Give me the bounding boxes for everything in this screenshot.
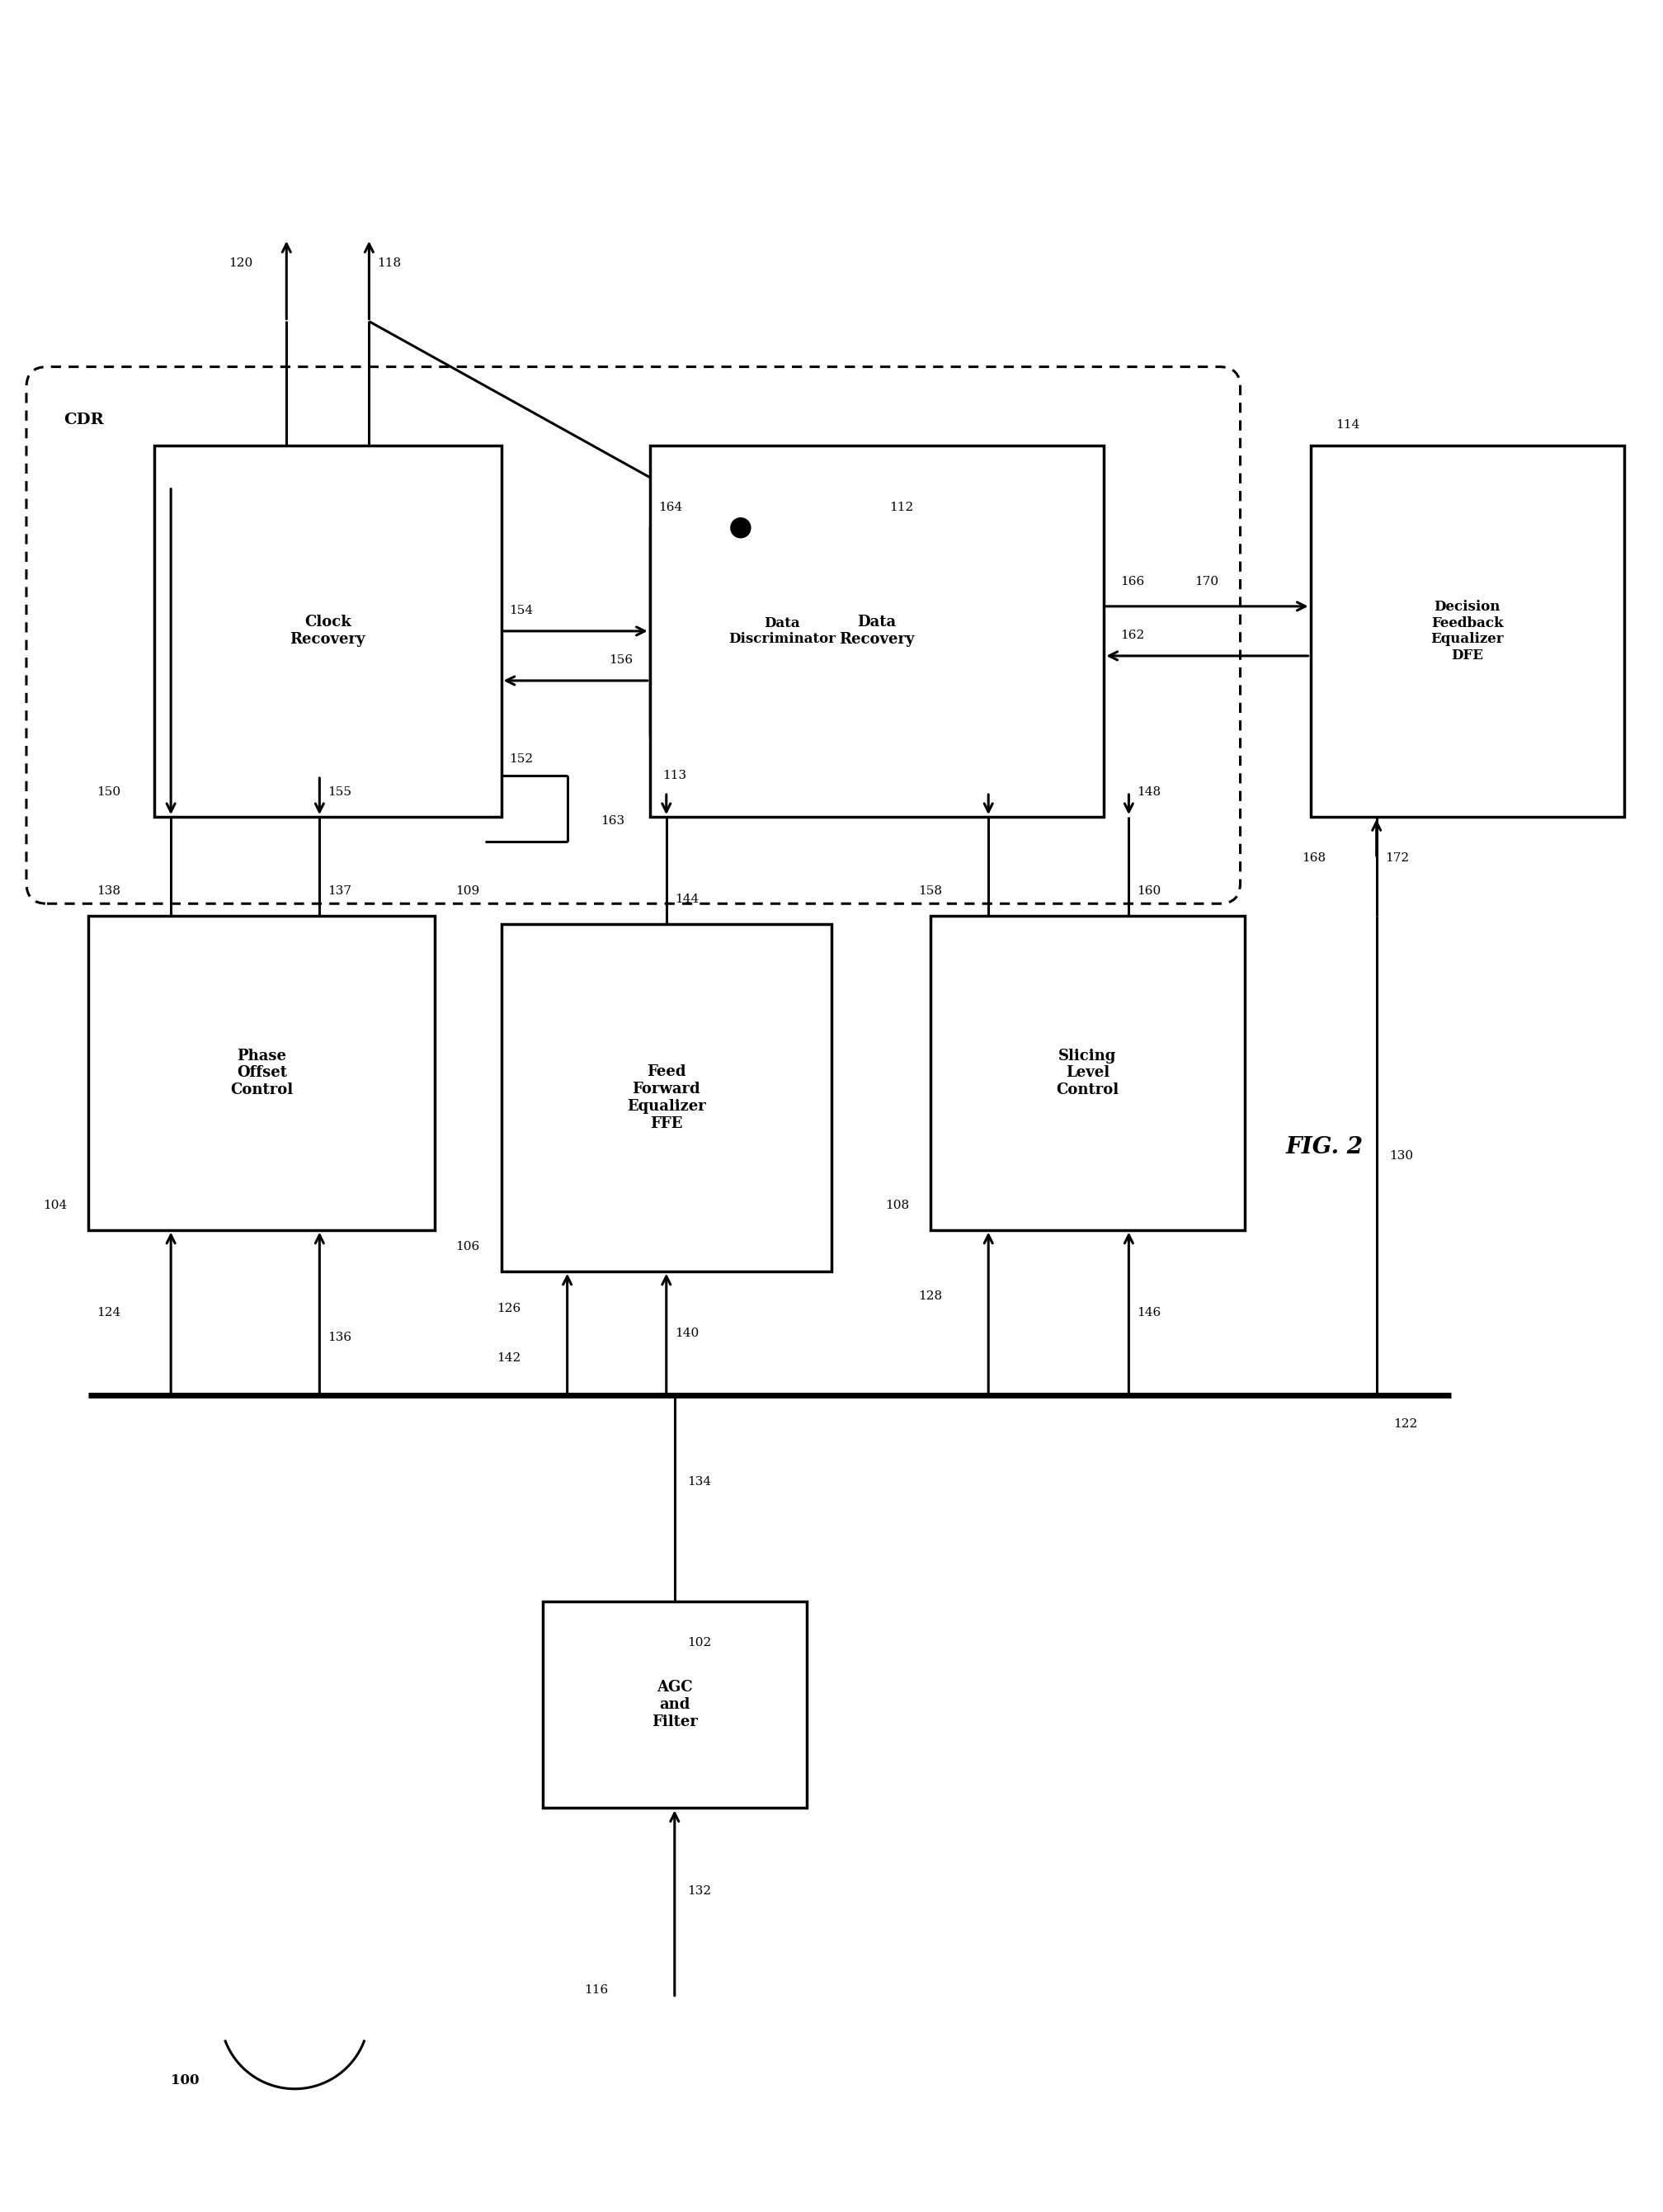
Bar [1310,445,1625,816]
Text: 156: 156 [609,655,634,666]
Text: 155: 155 [328,787,351,799]
Text: 146: 146 [1137,1307,1161,1318]
Text: 164: 164 [659,502,682,513]
Bar [155,445,501,816]
Text: 168: 168 [1302,852,1325,865]
Text: 172: 172 [1385,852,1409,865]
Text: Data
Discriminator: Data Discriminator [728,615,835,646]
Text: 160: 160 [1137,885,1161,898]
Text: Feed
Forward
Equalizer
FFE: Feed Forward Equalizer FFE [627,1064,705,1130]
Text: 166: 166 [1121,575,1144,588]
Text: 106: 106 [456,1241,481,1252]
Text: 137: 137 [328,885,351,898]
Text: 128: 128 [918,1290,943,1301]
Text: Decision
Feedback
Equalizer
DFE: Decision Feedback Equalizer DFE [1430,599,1503,661]
Text: 116: 116 [584,1984,609,1995]
Text: 163: 163 [600,816,624,827]
Text: AGC
and
Filter: AGC and Filter [652,1681,698,1730]
Text: 150: 150 [96,787,121,799]
Bar [88,916,436,1230]
Text: 138: 138 [96,885,120,898]
Text: 108: 108 [885,1199,910,1210]
Text: 154: 154 [509,604,534,617]
Text: 170: 170 [1194,575,1219,588]
Text: 134: 134 [687,1475,712,1489]
Text: 140: 140 [675,1327,698,1338]
Text: 162: 162 [1121,630,1144,641]
Text: Phase
Offset
Control: Phase Offset Control [229,1048,293,1097]
Text: 130: 130 [1389,1150,1414,1161]
FancyBboxPatch shape [27,367,1241,905]
Text: 144: 144 [675,894,698,905]
Bar [650,445,1104,816]
Text: 109: 109 [456,885,481,898]
Text: 120: 120 [229,259,253,270]
Text: 104: 104 [43,1199,67,1210]
Circle shape [730,518,750,538]
Text: Slicing
Level
Control: Slicing Level Control [1056,1048,1119,1097]
Text: 158: 158 [918,885,943,898]
Bar [931,916,1244,1230]
Text: 132: 132 [687,1885,712,1896]
Text: 126: 126 [497,1303,521,1314]
Text: Data
Recovery: Data Recovery [840,615,915,648]
Text: 136: 136 [328,1332,353,1343]
Text: 113: 113 [662,770,687,781]
Text: 152: 152 [509,754,534,765]
Text: CDR: CDR [63,411,103,427]
Bar [501,925,832,1272]
Bar [650,529,915,734]
Text: 148: 148 [1137,787,1161,799]
Text: 118: 118 [378,259,401,270]
Text: 122: 122 [1394,1418,1417,1429]
Text: FIG. 2: FIG. 2 [1285,1137,1364,1159]
Text: 112: 112 [890,502,913,513]
Text: 102: 102 [687,1637,712,1648]
Bar [542,1601,807,1807]
Text: 124: 124 [96,1307,121,1318]
Text: Clock
Recovery: Clock Recovery [289,615,366,648]
Text: 114: 114 [1335,418,1359,431]
Text: 142: 142 [497,1352,521,1363]
Text: 100: 100 [171,2073,200,2088]
